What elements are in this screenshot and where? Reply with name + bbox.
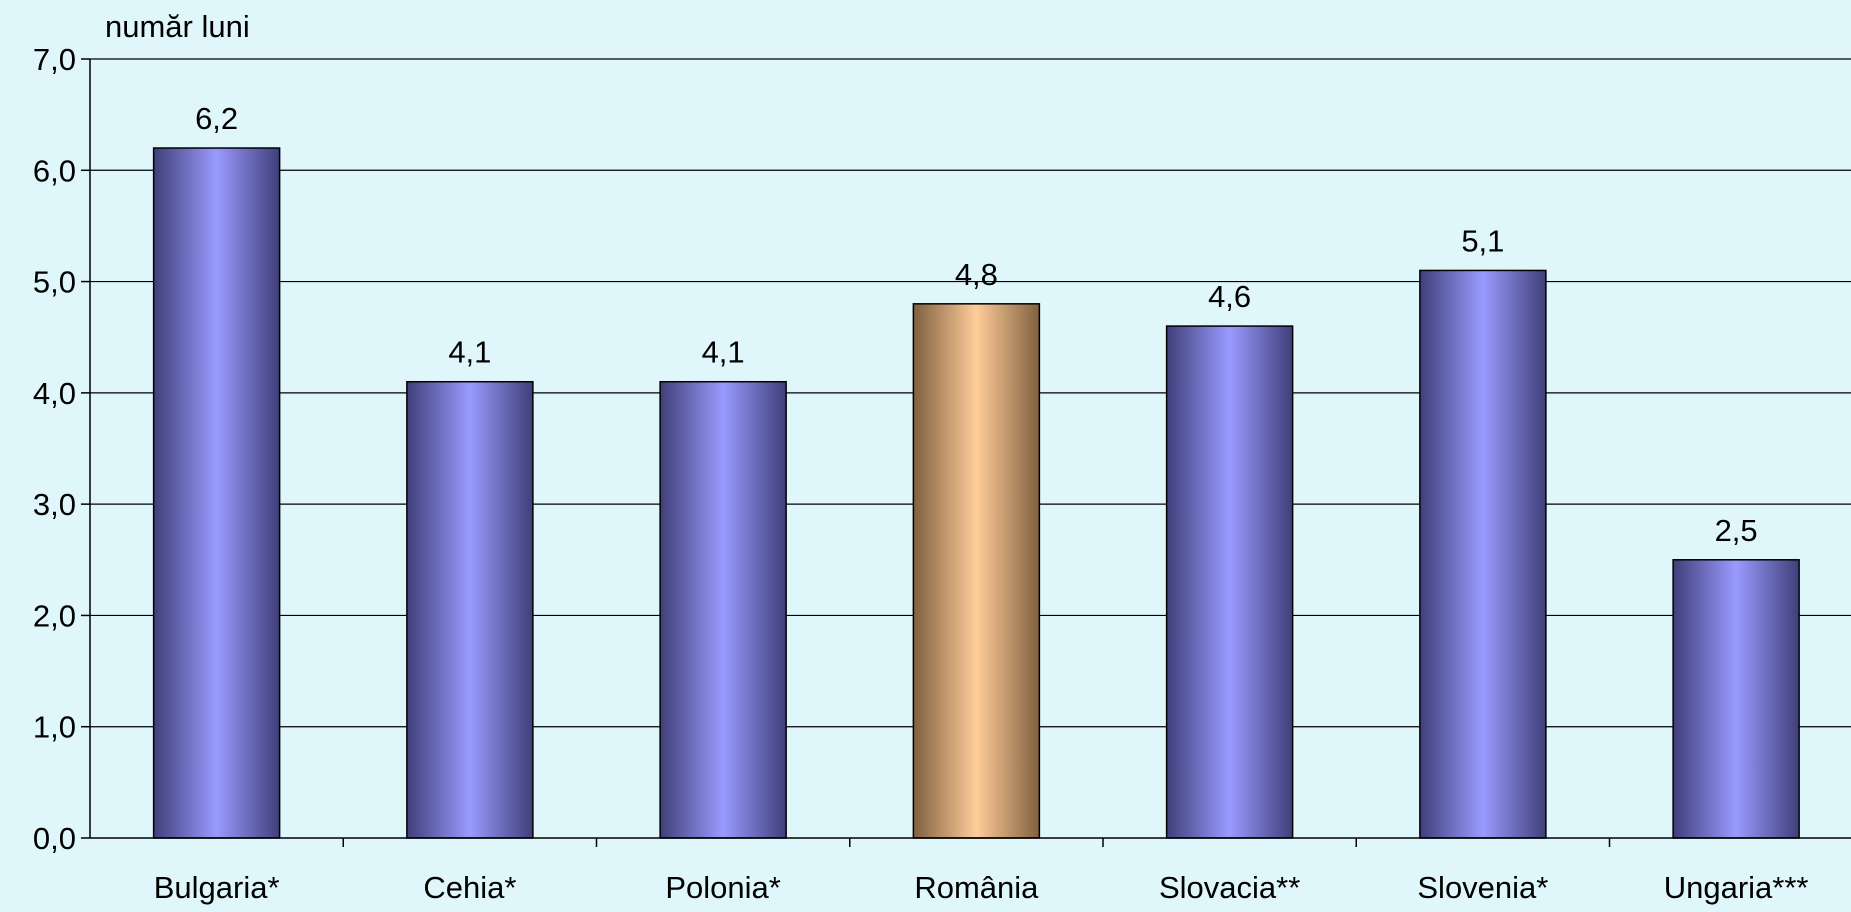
bar-1 <box>152 147 281 839</box>
bar-7 <box>1672 559 1800 839</box>
x-category-label: Cehia* <box>423 870 516 905</box>
y-tick-label: 6,0 <box>33 153 76 188</box>
x-category-label: Slovacia** <box>1159 870 1300 905</box>
y-tick-label: 2,0 <box>33 598 76 633</box>
data-label: 5,1 <box>1461 223 1504 258</box>
bar-2 <box>406 380 534 839</box>
bar-3 <box>659 380 787 839</box>
axes <box>81 58 1851 847</box>
y-tick-label: 0,0 <box>33 821 76 856</box>
y-tick-label: 1,0 <box>33 710 76 745</box>
x-category-label: Ungaria*** <box>1664 870 1809 905</box>
bar-6 <box>1419 269 1547 839</box>
data-label: 2,5 <box>1715 513 1758 548</box>
data-label: 4,1 <box>448 335 491 370</box>
x-category-label: Polonia* <box>665 870 780 905</box>
data-label: 4,8 <box>955 257 998 292</box>
y-tick-label: 3,0 <box>33 487 76 522</box>
x-category-label: România <box>914 870 1039 905</box>
bars <box>152 147 1800 839</box>
y-tick-label: 4,0 <box>33 376 76 411</box>
y-unit-label: număr luni <box>105 9 250 44</box>
bar-5 <box>1165 325 1294 839</box>
y-tick-label: 5,0 <box>33 265 76 300</box>
x-category-label: Bulgaria* <box>154 870 280 905</box>
labels: 0,0 1,0 2,0 3,0 4,0 5,0 6,0 7,0 6,2 Bulgaria* 4,1 C… <box>33 42 1809 905</box>
data-label: 6,2 <box>195 101 238 136</box>
data-label: 4,1 <box>702 335 745 370</box>
data-label: 4,6 <box>1208 279 1251 314</box>
x-category-label: Slovenia* <box>1417 870 1548 905</box>
y-tick-label: 7,0 <box>33 42 76 77</box>
bar-4 <box>912 303 1041 839</box>
